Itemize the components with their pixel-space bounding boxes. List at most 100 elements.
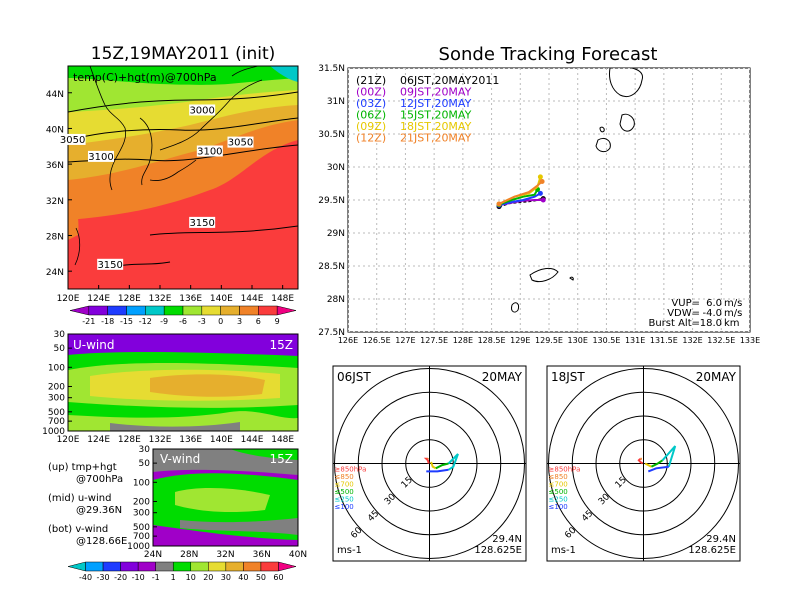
u-band-gray [110,422,240,431]
pressure-label: 50 [139,459,151,469]
map-lon-label: 144E [241,294,264,304]
note-mid-sub: @29.36N [76,505,122,516]
temp-colorbar-swatch [276,305,297,316]
track-lat-label: 28N [327,295,345,305]
hodo-trace [426,468,449,473]
u-lon-label: 136E [179,435,202,445]
tracking-coastlines [511,68,643,313]
contour-label-bg [227,136,254,148]
u-lon-label: 128E [118,435,141,445]
temp-colorbar-label: -18 [101,317,114,326]
map-lon-label: 128E [118,294,141,304]
temp-colorbar-swatch [201,305,221,316]
map-label: temp(C)+hgt(m)@700hPa [73,71,217,84]
u-time: 15Z [270,338,294,352]
track-lat-label: 31N [327,97,345,107]
note-bot-sub: @128.66E [76,536,127,547]
hodo-level-label: ≤100 [549,503,568,511]
temp-colorbar-swatch [88,305,108,316]
wind-colorbar-swatch [137,561,156,572]
tracking-params: VUP= 6.0 m/s VDW= -4.0 m/s Burst Alt= 18.0 km [648,298,742,329]
note-up-sub: @700hPa [76,474,123,485]
hodo-level-label: ≤500 [549,488,568,496]
u-lon-label: 144E [241,435,264,445]
track-startpoint [496,201,502,207]
wind-colorbar-label: 10 [186,573,196,582]
pressure-label: 100 [133,478,150,488]
hodo-level-label: ≤850 [335,473,354,481]
map-coastlines [74,66,263,266]
pressure-label: 700 [48,417,65,427]
legend-time: 18JST,20MAY [400,120,472,133]
wind-colorbar-label: 50 [256,573,266,582]
hodo-level-label: ≥850hPa [335,466,367,474]
map-lat-label: 32N [46,197,64,207]
contour-label: 3100 [88,152,113,163]
v-lat-label: 40N [289,550,307,560]
legend-time: 09JST,20MAY [400,86,472,99]
temp-colorbar-label: 6 [256,317,261,326]
temp-colorbar-swatch [69,305,90,316]
wind-colorbar-label: 30 [221,573,231,582]
param-unit: m/s [724,298,742,309]
hodo-right-text: 18JST 20MAY ms-1 29.4N 128.625E [551,370,737,556]
contour-label: 3150 [189,218,214,229]
u-band-orange [150,374,265,397]
v-label: V-wind [160,452,200,466]
track-lon-label: 129E [510,336,530,345]
hodo-trace [447,453,459,471]
note-up-head: (up) tmp+hgt [48,462,117,473]
temp-colorbar-swatch [107,305,127,316]
hodo-right-date: 20MAY [696,370,737,384]
v-lat-label: 36N [253,550,271,560]
legend-code: (03Z) [356,97,386,110]
temp-colorbar-label: -3 [198,317,206,326]
param-value: -4.0 [702,308,722,319]
u-lon-label: 140E [210,435,233,445]
track-lat-label: 28.5N [318,262,345,272]
v-frame [152,448,299,547]
map-lon-label: 132E [149,294,172,304]
track-lat-label: 27.5N [318,328,345,338]
wind-colorbar-swatch [190,561,209,572]
contour-label: 3050 [228,138,253,149]
hodo-level-label: ≤850 [549,473,568,481]
wind-colorbar-swatch [155,561,174,572]
wind-colorbar-label: 20 [203,573,213,582]
map-lon-labels: 120E 124E 128E 132E 136E 140E 144E 148E [57,285,294,304]
map-band-cyan [270,66,298,82]
contour-label: 3050 [60,135,85,146]
hodo-right-title: 18JST [551,370,585,384]
wind-colorbar-swatch [278,561,297,572]
hodo-level-label: ≤500 [335,488,354,496]
legend-code: (12Z) [356,132,386,145]
hodo-trace [650,459,664,468]
temp-colorbar-swatch [163,305,184,316]
hodo-level-label: ≤700 [549,481,568,489]
u-lon-label: 120E [57,435,80,445]
track-lon-label: 127.5E [420,336,448,345]
track-lon-label: 126E [338,336,358,345]
temperature-colorbar: -21 -18 -15 -12 -9 -6 -3 0 3 6 9 [69,305,297,326]
pressure-label: 200 [133,497,150,507]
hodo-trace [430,461,437,470]
legend-time: 06JST,20MAY2011 [400,74,499,87]
param-value: 18.0 [700,318,722,329]
v-wind-section [153,449,298,546]
map-lat-label: 28N [46,232,64,242]
wind-colorbar-swatch [260,561,279,572]
contour-label-bg [87,150,114,162]
map-lon-label: 140E [210,294,233,304]
map-lon-label: 124E [87,294,110,304]
v-lat-label: 28N [180,550,198,560]
u-lon-labels: 120E 124E 128E 132E 136E 140E 144E 148E [57,435,295,445]
param-name: VUP= [671,298,700,309]
param-unit: m/s [724,308,742,319]
temp-colorbar-swatch [239,305,259,316]
legend-time: 12JST,20MAY [400,97,472,110]
hodo-left-date: 20MAY [482,370,523,384]
